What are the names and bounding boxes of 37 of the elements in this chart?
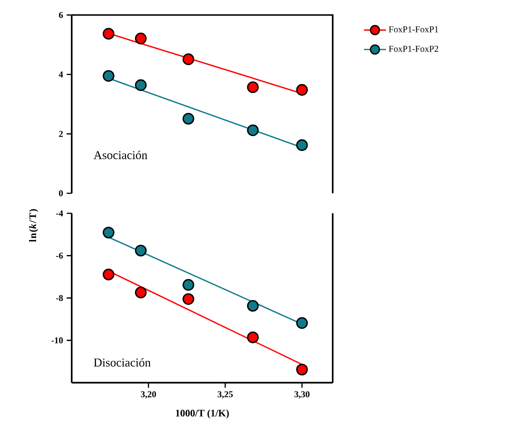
y-tick-label: 0 (59, 190, 63, 196)
point (102, 28, 114, 40)
point (182, 112, 194, 125)
y-tick-label: 2 (59, 130, 63, 137)
point (134, 79, 147, 91)
point (182, 293, 194, 305)
point (102, 268, 114, 280)
y-tick-label: -4 (56, 210, 63, 216)
point (134, 286, 147, 298)
y-tick-label: 6 (58, 12, 63, 18)
point (247, 300, 259, 312)
point (296, 139, 308, 152)
y-tick-label: 4 (58, 71, 63, 78)
point (247, 81, 259, 94)
x-tick-label: 3,20 (140, 391, 156, 399)
point (296, 364, 308, 376)
x-tick-label: 3,30 (294, 391, 310, 399)
point (247, 332, 259, 344)
annotation: Asociación (94, 150, 148, 160)
point (102, 70, 114, 82)
legend-label: FoxP1-FoxP2 (388, 46, 438, 52)
point (296, 84, 308, 96)
point (134, 244, 147, 256)
point (247, 124, 259, 136)
x-tick-label: 3,25 (218, 391, 233, 399)
y-axis-title: ln(k/T) (29, 209, 38, 242)
y-tick-label: -8 (56, 294, 63, 302)
point (182, 53, 194, 66)
point (102, 226, 114, 238)
annotation: Disociación (94, 358, 151, 367)
point (296, 317, 308, 329)
point (134, 32, 147, 44)
x-axis-title: 1000/T (1/K) (176, 409, 229, 419)
y-tick-label: -10 (52, 337, 63, 344)
legend-label: FoxP1-FoxP1 (388, 26, 438, 32)
y-tick-label: -6 (56, 252, 63, 259)
point (182, 279, 194, 291)
